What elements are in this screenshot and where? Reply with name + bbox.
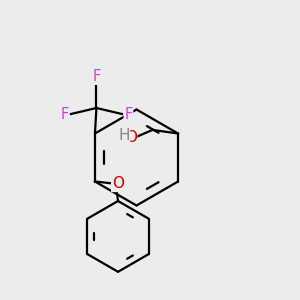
Text: F: F: [92, 69, 101, 84]
Text: F: F: [124, 106, 133, 122]
Text: F: F: [60, 106, 68, 122]
Text: O: O: [125, 130, 137, 145]
Text: H: H: [118, 128, 130, 143]
Text: O: O: [112, 176, 124, 191]
